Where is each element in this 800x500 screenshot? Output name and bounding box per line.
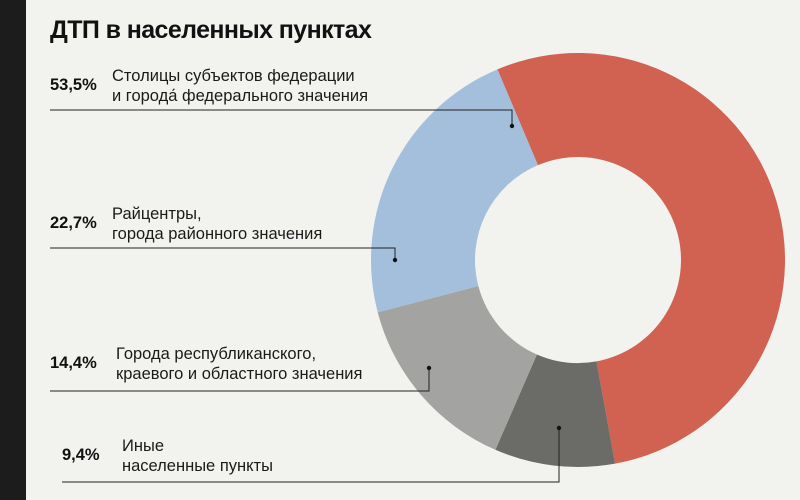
pct-label-regional-cities: 14,4% <box>50 354 97 372</box>
label-regional-cities: Города республиканского, краевого и обла… <box>116 344 362 384</box>
leader-district-centers-dot <box>392 257 398 263</box>
label-regional-cities-line1: Города республиканского, <box>116 345 317 363</box>
label-capitals-line2: и города́ федерального значения <box>112 87 369 105</box>
leader-regional-cities-dot <box>426 365 432 371</box>
label-capitals-line1: Столицы субъектов федерации <box>112 67 355 85</box>
leader-regional-cities <box>50 368 430 392</box>
pct-label-other: 9,4% <box>62 446 100 464</box>
label-other: Иные населенные пункты <box>122 436 273 476</box>
slice-district-centers <box>371 69 538 313</box>
label-other-line2: населенные пункты <box>122 457 273 475</box>
pct-label-district-centers: 22,7% <box>50 214 97 232</box>
pct-label-capitals: 53,5% <box>50 76 97 94</box>
chart-title: ДТП в населенных пунктах <box>50 16 372 44</box>
label-regional-cities-line2: краевого и областного значения <box>116 365 363 383</box>
leader-district-centers <box>50 247 396 260</box>
label-district-centers: Райцентры, города районного значения <box>112 204 322 244</box>
leader-capitals <box>50 109 513 126</box>
label-district-centers-line1: Райцентры, <box>112 205 202 223</box>
slice-capitals <box>497 52 785 464</box>
slice-regional-cities <box>377 286 537 450</box>
label-district-centers-line2: города районного значения <box>112 225 323 243</box>
leader-other <box>62 428 560 483</box>
left-accent-bar <box>0 0 26 500</box>
leader-other-dot <box>556 425 562 431</box>
label-capitals: Столицы субъектов федерации и города́ фе… <box>112 66 368 106</box>
slice-other <box>495 354 616 467</box>
leader-capitals-dot <box>509 123 515 129</box>
label-other-line1: Иные <box>122 437 165 455</box>
